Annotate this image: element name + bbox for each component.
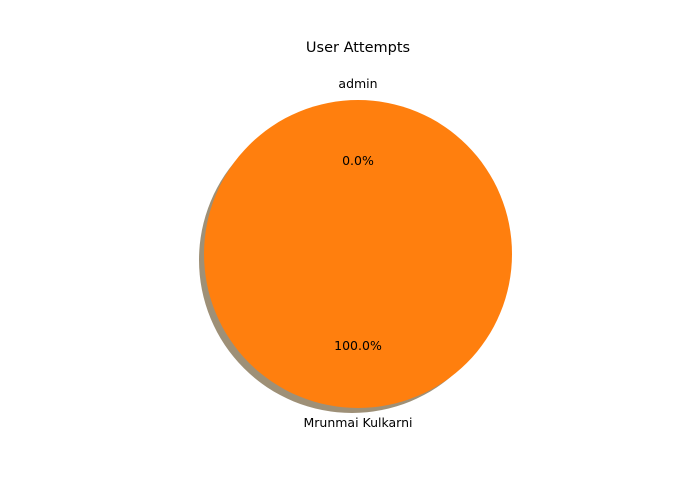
slice-label: admin bbox=[338, 76, 377, 91]
pie-slice bbox=[204, 100, 512, 408]
pie-labels: admin 0.0% Mrunmai Kulkarni 100.0% bbox=[303, 76, 412, 430]
slice-label: Mrunmai Kulkarni bbox=[303, 415, 412, 430]
chart-title: User Attempts bbox=[306, 40, 410, 56]
slice-percent-label: 0.0% bbox=[342, 153, 374, 168]
slice-percent-label: 100.0% bbox=[334, 338, 382, 353]
pie-slices bbox=[204, 100, 512, 408]
